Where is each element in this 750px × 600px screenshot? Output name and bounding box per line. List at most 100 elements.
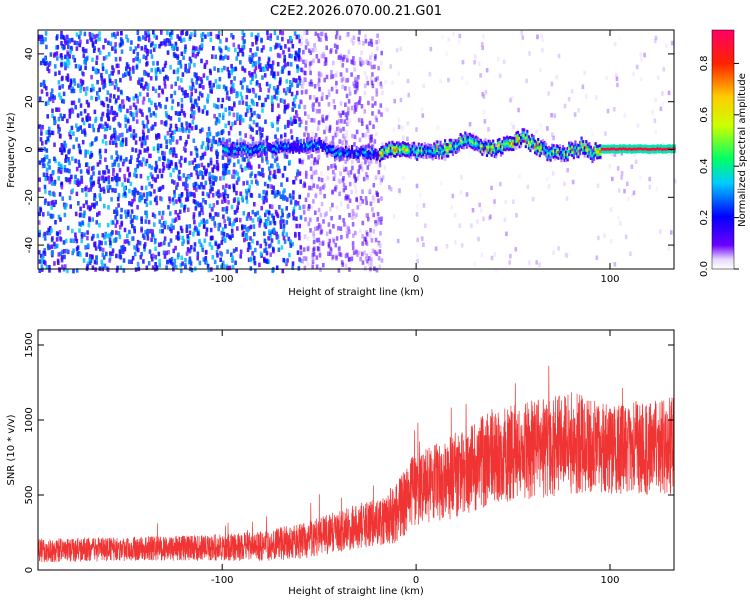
ridge-cell [529, 140, 532, 144]
noise-cell [318, 252, 322, 258]
noise-cell [166, 131, 170, 136]
ridge-cell [416, 155, 419, 159]
noise-cell [188, 160, 191, 166]
ridge-cell [436, 151, 439, 155]
ridge-cell [315, 147, 318, 151]
noise-cell [175, 165, 178, 171]
noise-cell [165, 139, 168, 144]
noise-cell [317, 81, 320, 87]
noise-cell [138, 162, 141, 167]
ridge-cell [665, 144, 669, 148]
noise-cell [89, 187, 92, 192]
ridge-cell [273, 150, 276, 154]
ridge-cell [278, 147, 281, 151]
noise-cell [70, 88, 74, 94]
ridge-cell [253, 145, 256, 149]
noise-cell [64, 238, 68, 244]
ridge-cell [360, 145, 363, 149]
noise-cell [44, 260, 47, 266]
noise-cell [296, 140, 300, 145]
noise-cell [370, 64, 374, 70]
ridge-cell [414, 147, 417, 151]
noise-cell [65, 76, 68, 81]
noise-cell [236, 226, 239, 231]
ridge-cell [523, 131, 526, 135]
ridge-cell [650, 150, 653, 154]
noise-cell [341, 178, 345, 183]
noise-cell [188, 230, 192, 235]
ridge-cell [351, 147, 354, 151]
ridge-cell [591, 151, 594, 155]
noise-cell [309, 217, 312, 223]
noise-cell [245, 85, 249, 90]
ridge-cell [358, 150, 361, 154]
noise-cell [350, 256, 354, 262]
noise-cell [346, 224, 349, 230]
noise-cell [351, 222, 355, 227]
ridge-cell [363, 157, 366, 160]
noise-cell [295, 216, 298, 221]
noise-cell [290, 121, 294, 126]
ridge-cell [504, 142, 507, 146]
ridge-cell [450, 141, 453, 145]
noise-cell [303, 234, 307, 239]
noise-cell [317, 246, 320, 252]
noise-cell [146, 135, 149, 140]
noise-cell [85, 192, 88, 197]
noise-cell [278, 168, 281, 174]
ridge-cell [484, 143, 487, 147]
noise-cell [295, 90, 299, 96]
noise-cell [207, 193, 211, 199]
ridge-cell [592, 157, 596, 161]
noise-cell [213, 113, 216, 119]
noise-cell [371, 83, 375, 89]
noise-cell [128, 67, 132, 72]
noise-cell [196, 51, 199, 57]
noise-cell [358, 40, 361, 45]
noise-cell [187, 68, 191, 74]
noise-cell [93, 109, 97, 115]
ridge-cell [645, 147, 648, 151]
noise-cell [231, 264, 235, 270]
ridge-cell [326, 148, 329, 152]
ridge-cell [403, 150, 406, 154]
noise-cell [305, 30, 309, 35]
ridge-cell [368, 149, 371, 153]
noise-cell [267, 236, 270, 241]
ridge-cell [234, 155, 237, 159]
ridge-cell [352, 150, 355, 154]
noise-cell [238, 48, 242, 53]
ridge-cell [585, 151, 588, 155]
noise-cell [97, 69, 100, 74]
noise-cell [198, 260, 202, 266]
noise-cell [134, 140, 138, 145]
noise-cell [67, 149, 70, 155]
noise-cell [213, 223, 217, 228]
noise-cell [564, 252, 567, 257]
noise-cell [180, 78, 183, 83]
noise-cell [102, 56, 106, 61]
noise-cell [194, 181, 198, 187]
noise-cell [265, 138, 268, 143]
ridge-cell [592, 152, 596, 156]
noise-cell [445, 51, 448, 56]
noise-cell [253, 110, 256, 116]
ridge-cell [422, 153, 425, 157]
noise-cell [375, 251, 378, 257]
ridge-cell [540, 143, 543, 147]
noise-cell [339, 113, 342, 118]
noise-cell [165, 250, 168, 256]
noise-cell [215, 116, 219, 122]
noise-cell [140, 77, 144, 82]
noise-cell [267, 216, 270, 221]
noise-cell [335, 256, 338, 261]
noise-cell [312, 199, 315, 204]
ridge-cell [403, 153, 406, 157]
noise-cell [377, 256, 381, 261]
noise-cell [210, 85, 214, 91]
ridge-cell [414, 156, 417, 160]
noise-cell [180, 155, 183, 161]
noise-cell [225, 209, 228, 214]
noise-cell [111, 220, 115, 225]
noise-cell [145, 55, 148, 61]
